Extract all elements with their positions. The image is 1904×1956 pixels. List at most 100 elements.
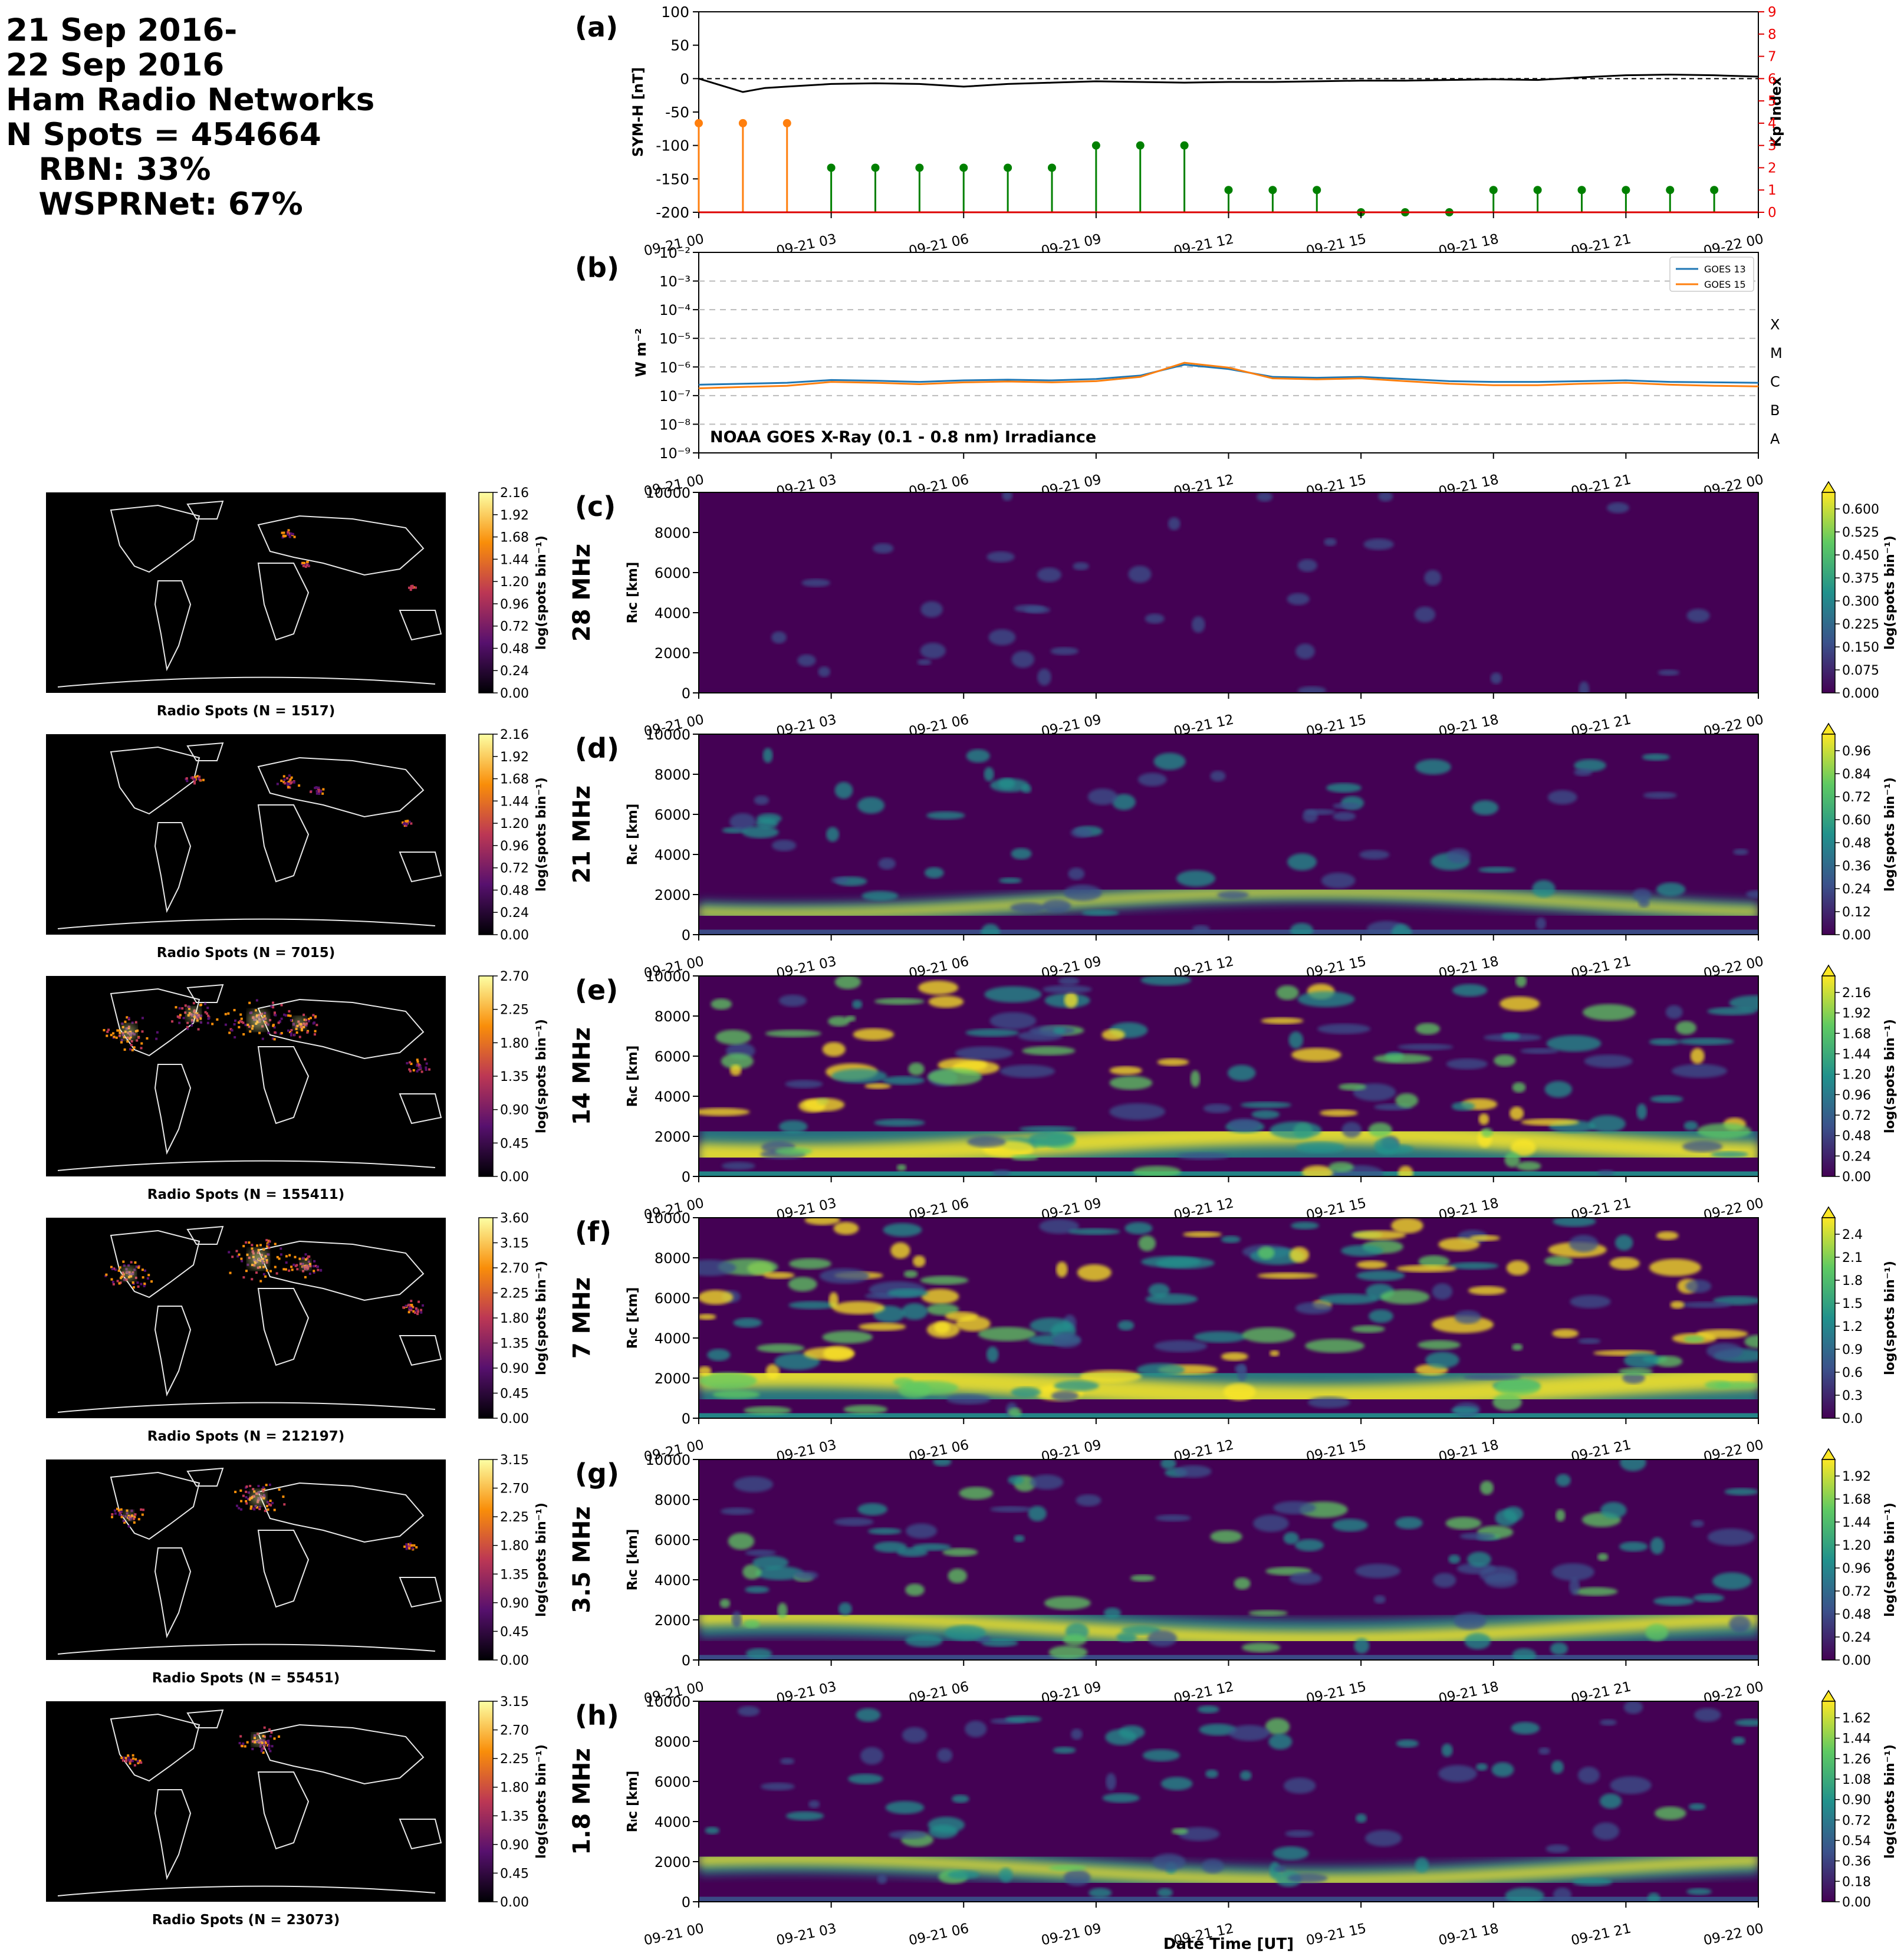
map-spot bbox=[120, 1041, 123, 1044]
rgc-colorbar-tick-label: 0.90 bbox=[1842, 1793, 1871, 1808]
panel-b-ytick-label: 10⁻⁵ bbox=[659, 331, 690, 347]
map-spot bbox=[272, 1024, 275, 1027]
heatmap-cell bbox=[1599, 1719, 1617, 1726]
map-spot bbox=[288, 1269, 291, 1272]
map-spot bbox=[125, 1758, 128, 1761]
heatmap-cell bbox=[1552, 1329, 1579, 1338]
map-spot bbox=[405, 1547, 408, 1550]
map-spot bbox=[224, 1023, 227, 1026]
band-panel-e: Radio Spots (N = 155411) 2.70 2.25 1.80 1.35… bbox=[46, 964, 1898, 1223]
heatmap-cell bbox=[1063, 1633, 1087, 1646]
map-spot bbox=[271, 1037, 274, 1040]
rgc-colorbar-tick-label: 0.9 bbox=[1842, 1343, 1863, 1357]
map-antarctica-outline bbox=[57, 1160, 436, 1171]
map-continent-outline bbox=[399, 1819, 442, 1850]
rgc-colorbar bbox=[1821, 1701, 1836, 1902]
heatmap-cell bbox=[1056, 1261, 1068, 1278]
map-spot bbox=[269, 1504, 272, 1507]
map-spot bbox=[288, 1010, 291, 1012]
map-spot bbox=[178, 1007, 181, 1010]
panel-a-y2tick-label: 9 bbox=[1768, 5, 1777, 20]
heatmap-cell bbox=[1283, 1531, 1299, 1544]
map-spot bbox=[192, 1002, 195, 1005]
heatmap-cell bbox=[1365, 1830, 1402, 1847]
map-colorbar-tick-label: 1.35 bbox=[500, 1070, 529, 1084]
map-spot bbox=[267, 1243, 270, 1246]
map-spot bbox=[298, 1257, 301, 1260]
map-colorbar-tick-label: 0.48 bbox=[500, 642, 529, 656]
map-spot bbox=[317, 790, 320, 793]
map-spot bbox=[278, 1020, 281, 1023]
map-spot bbox=[127, 1754, 130, 1757]
map-spot bbox=[211, 1023, 214, 1025]
map-colorbar-tick-label: 2.70 bbox=[500, 1482, 529, 1497]
band-panel-c: Radio Spots (N = 1517) 2.16 1.92 1.68 1.44 1.… bbox=[46, 481, 1898, 739]
heatmap-cell bbox=[1080, 1370, 1142, 1383]
map-spot bbox=[141, 1268, 144, 1271]
map-hotspot-glow bbox=[248, 1249, 268, 1269]
map-colorbar bbox=[478, 975, 494, 1177]
heatmap-cell bbox=[1101, 1029, 1125, 1041]
rgc-ytick-label: 2000 bbox=[655, 1370, 690, 1387]
map-spot bbox=[133, 1521, 136, 1524]
map-spot bbox=[266, 1505, 269, 1508]
map-spot bbox=[280, 1004, 283, 1007]
map-background bbox=[46, 492, 446, 693]
heatmap-cell bbox=[834, 1517, 874, 1527]
map-spot bbox=[259, 1745, 262, 1748]
map-spot bbox=[320, 1268, 323, 1271]
map-spot bbox=[182, 1017, 185, 1020]
heatmap-cell bbox=[1599, 1793, 1622, 1809]
map-spot bbox=[178, 1016, 181, 1019]
map-spot bbox=[290, 1019, 292, 1022]
map-spot bbox=[239, 1020, 242, 1023]
map-spot bbox=[135, 1265, 138, 1268]
map-spot bbox=[269, 1270, 272, 1273]
rgc-heatmap bbox=[699, 492, 1758, 693]
map-spot bbox=[405, 1545, 408, 1548]
heatmap-cell bbox=[1257, 1272, 1318, 1279]
map-continent-outline bbox=[257, 1724, 425, 1785]
heatmap-cell bbox=[1328, 1162, 1354, 1172]
heatmap-cell bbox=[873, 543, 894, 554]
map-hotspot-glow bbox=[123, 1510, 134, 1521]
heatmap-cell bbox=[921, 1288, 959, 1304]
map-spot bbox=[231, 1255, 234, 1258]
map-spot bbox=[295, 1264, 298, 1267]
heatmap-cell bbox=[1304, 808, 1336, 816]
map-spot bbox=[196, 775, 199, 778]
map-spot bbox=[267, 1508, 269, 1511]
map-spot bbox=[129, 1048, 131, 1051]
heatmap-cell bbox=[734, 1476, 774, 1493]
map-spot bbox=[156, 1031, 159, 1034]
heatmap-cell bbox=[1506, 1260, 1530, 1275]
heatmap-cell bbox=[1103, 1607, 1122, 1619]
heatmap-cell bbox=[1511, 1722, 1540, 1735]
heatmap-cell bbox=[918, 980, 959, 995]
map-spot bbox=[287, 531, 290, 534]
heatmap-cell bbox=[1501, 1032, 1521, 1040]
map-spot bbox=[134, 1758, 137, 1761]
map-spot bbox=[265, 1484, 268, 1487]
rgc-ytick-label: 6000 bbox=[655, 1532, 690, 1549]
map-spot bbox=[306, 1031, 309, 1034]
map-colorbar-tick-label: 1.80 bbox=[500, 1036, 529, 1051]
heatmap-cell bbox=[1073, 562, 1089, 571]
heatmap-cell bbox=[1197, 1705, 1219, 1714]
rgc-colorbar-extend bbox=[1821, 1689, 1836, 1702]
rgc-colorbar-tick-label: 1.2 bbox=[1842, 1320, 1863, 1334]
map-spot bbox=[314, 1264, 317, 1267]
map-colorbar-tick-label: 0.90 bbox=[500, 1596, 529, 1611]
map-spot bbox=[111, 1267, 114, 1270]
map-spot bbox=[417, 1063, 420, 1066]
heatmap-cell bbox=[1070, 827, 1092, 838]
map-spot bbox=[245, 1500, 248, 1503]
heatmap-cell bbox=[1468, 1286, 1506, 1296]
rgc-colorbar-tick-label: 0.00 bbox=[1842, 1895, 1871, 1910]
heatmap-cell bbox=[737, 1706, 760, 1717]
heatmap-cell bbox=[860, 1747, 884, 1765]
band-panel-d: Radio Spots (N = 7015) 2.16 1.92 1.68 1.44 1.… bbox=[46, 722, 1898, 981]
map-spot bbox=[425, 1066, 428, 1069]
map-spot bbox=[127, 1017, 130, 1020]
heatmap-cell bbox=[999, 1064, 1055, 1078]
